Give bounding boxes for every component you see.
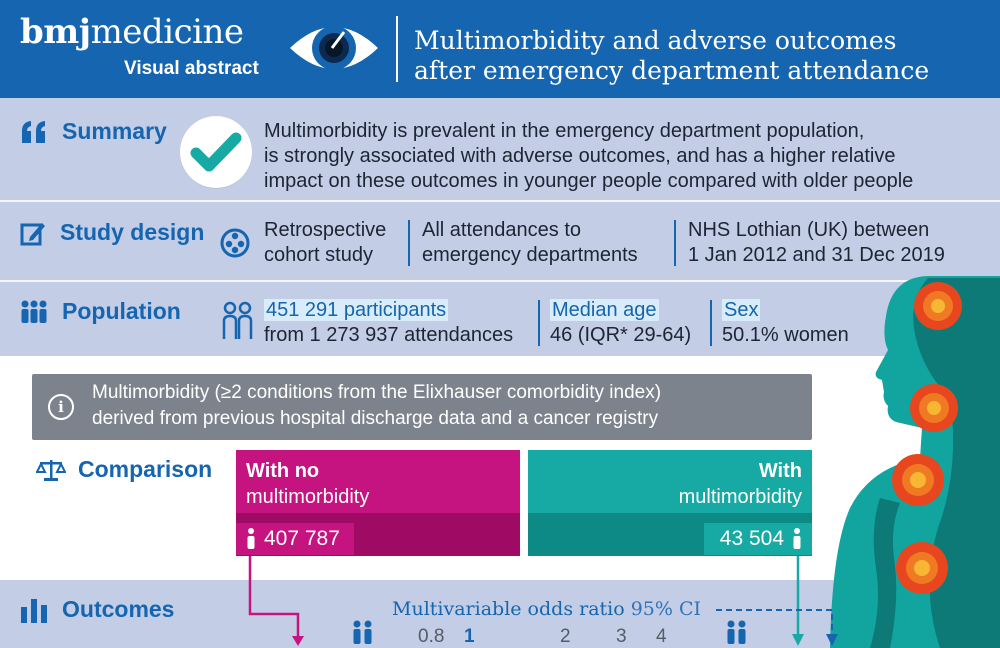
- no-multimorbidity-title: With no multimorbidity: [246, 460, 370, 508]
- study-design-type: Retrospective cohort study: [264, 219, 387, 266]
- axis-tick: 1: [464, 626, 475, 647]
- header: bmjmedicine Visual abstract Multimorbidi…: [0, 0, 1000, 98]
- reel-icon: [220, 228, 250, 258]
- definition-text: Multimorbidity (≥2 conditions from the E…: [92, 382, 662, 429]
- population-sex: Sex 50.1% women: [722, 299, 849, 346]
- eye-icon: [290, 26, 378, 70]
- axis-tick: 3: [616, 626, 627, 647]
- study-design-setting: All attendances to emergency departments: [422, 219, 638, 266]
- quote-icon: [22, 120, 45, 143]
- pencil-icon: [20, 222, 45, 245]
- people-pair-icon: [727, 620, 746, 644]
- person-icon: [793, 528, 801, 549]
- person-pair-icon: [222, 301, 253, 339]
- comparison-label: Comparison: [36, 456, 212, 483]
- info-icon: i: [48, 394, 74, 420]
- checkmark-badge: [180, 116, 252, 188]
- summary-text: Multimorbidity is prevalent in the emerg…: [264, 120, 914, 192]
- human-figure-illustration: [830, 276, 1000, 648]
- study-design-period: NHS Lothian (UK) between 1 Jan 2012 and …: [688, 219, 945, 266]
- with-multimorbidity-count: 43 504: [704, 523, 812, 555]
- header-divider: [396, 16, 398, 82]
- bar-chart-icon: [21, 598, 47, 623]
- people-group-icon: [21, 300, 47, 323]
- checkmark-icon: [190, 132, 242, 172]
- axis-tick: 2: [560, 626, 571, 647]
- participants-value: 451 291 participants: [264, 299, 449, 321]
- with-multimorbidity-group: With multimorbidity 43 504: [528, 450, 812, 556]
- no-multimorbidity-count: 407 787: [236, 523, 354, 555]
- axis-tick: 4: [656, 626, 667, 647]
- with-multimorbidity-title: With multimorbidity: [678, 460, 802, 508]
- no-multimorbidity-group: With no multimorbidity 407 787: [236, 450, 520, 556]
- definition-box: i Multimorbidity (≥2 conditions from the…: [32, 374, 812, 440]
- column-divider: [538, 300, 540, 346]
- page-title: Multimorbidity and adverse outcomes afte…: [414, 26, 930, 85]
- person-icon: [247, 528, 255, 549]
- journal-logo[interactable]: bmjmedicine: [20, 12, 244, 52]
- column-divider: [674, 220, 676, 266]
- column-divider: [710, 300, 712, 346]
- scales-icon: [36, 459, 66, 481]
- population-count: 451 291 participants from 1 273 937 atte…: [264, 299, 514, 346]
- summary-label: Summary: [20, 118, 167, 145]
- odds-ratio-axis-title: Multivariable odds ratio 95% CI: [392, 598, 702, 620]
- divider: [0, 200, 1000, 202]
- outcomes-label: Outcomes: [20, 596, 174, 623]
- study-design-label: Study design: [20, 219, 204, 246]
- brand: bmjmedicine Visual abstract: [20, 12, 259, 79]
- no-multimorbidity-count-bar: 407 787: [236, 513, 520, 556]
- people-pair-icon: [353, 620, 372, 644]
- population-age: Median age 46 (IQR* 29-64): [550, 299, 692, 346]
- divider: [0, 280, 1000, 282]
- visual-abstract-label: Visual abstract: [124, 58, 259, 79]
- population-label: Population: [20, 298, 181, 325]
- with-multimorbidity-count-bar: 43 504: [528, 513, 812, 556]
- column-divider: [408, 220, 410, 266]
- axis-tick: 0.8: [418, 626, 445, 647]
